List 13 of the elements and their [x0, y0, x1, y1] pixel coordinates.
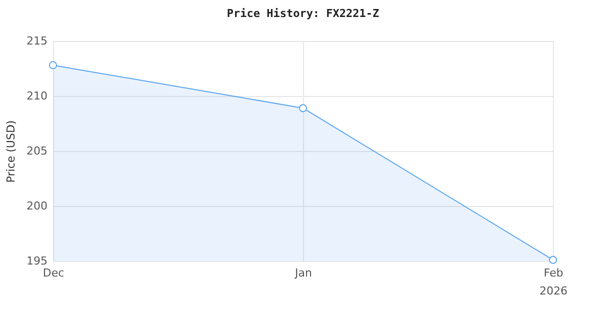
y-tick-label: 200 — [26, 200, 48, 212]
y-tick-label: 210 — [26, 90, 48, 102]
point — [548, 256, 558, 264]
point — [48, 61, 58, 70]
x-tick-label: Jan — [294, 266, 312, 280]
y-tick-label: 205 — [26, 144, 48, 158]
x-tick-label: Feb 2026 — [540, 266, 568, 298]
chart-title: Price History: FX2221-Z — [226, 7, 380, 20]
y-tick-label: 215 — [26, 34, 48, 48]
y-axis-title: Price (USD) — [4, 120, 18, 183]
y-tick-label: 195 — [26, 254, 48, 268]
point — [298, 104, 308, 112]
x-tick-label: Dec — [42, 266, 64, 280]
